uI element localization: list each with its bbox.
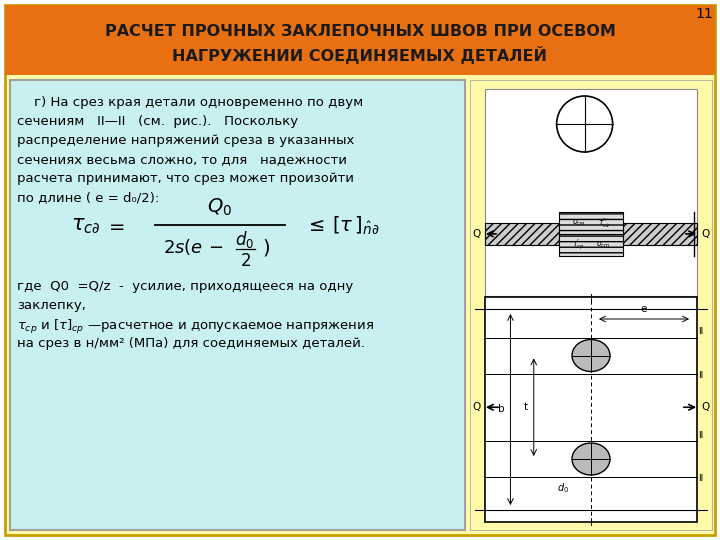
Text: II: II xyxy=(698,327,703,336)
Text: Q: Q xyxy=(473,402,481,412)
Text: Q: Q xyxy=(701,402,709,412)
Text: $=$: $=$ xyxy=(105,215,125,234)
Text: $\tau^{\prime\prime}_{c\partial}$: $\tau^{\prime\prime}_{c\partial}$ xyxy=(598,216,610,229)
Text: $2s(e\,-$: $2s(e\,-$ xyxy=(163,237,223,257)
Text: $\tau^{\prime}_{cp}$: $\tau^{\prime}_{cp}$ xyxy=(572,238,585,252)
Text: расчета принимают, что срез может произойти: расчета принимают, что срез может произо… xyxy=(17,172,354,185)
Text: II: II xyxy=(698,370,703,380)
Text: РАСЧЕТ ПРОЧНЫХ ЗАКЛЕПОЧНЫХ ШВОВ ПРИ ОСЕВОМ: РАСЧЕТ ПРОЧНЫХ ЗАКЛЕПОЧНЫХ ШВОВ ПРИ ОСЕВ… xyxy=(104,24,616,39)
Text: $Q_0$: $Q_0$ xyxy=(207,197,233,218)
Text: Q: Q xyxy=(701,229,709,239)
Text: на срез в н/мм² (МПа) для соединяемых деталей.: на срез в н/мм² (МПа) для соединяемых де… xyxy=(17,337,365,350)
Bar xyxy=(485,89,697,296)
Text: $\sigma_{cm}$: $\sigma_{cm}$ xyxy=(596,240,611,250)
Ellipse shape xyxy=(572,443,610,475)
Text: $\tau_{cp}$ и $[\tau]_{cp}$ —расчетное и допускаемое напряжения: $\tau_{cp}$ и $[\tau]_{cp}$ —расчетное и… xyxy=(17,318,374,336)
Text: заклепку,: заклепку, xyxy=(17,299,86,312)
Ellipse shape xyxy=(572,340,610,372)
Bar xyxy=(623,223,697,245)
Text: II: II xyxy=(698,431,703,440)
Bar xyxy=(5,5,715,75)
Bar xyxy=(559,212,623,234)
Text: $\leq\,[\tau\,]_{\hat{n}\partial}$: $\leq\,[\tau\,]_{\hat{n}\partial}$ xyxy=(305,214,379,236)
Bar xyxy=(485,223,559,245)
Text: $d_0$: $d_0$ xyxy=(235,228,255,249)
Text: II: II xyxy=(698,474,703,483)
Text: г) На срез края детали одновременно по двум: г) На срез края детали одновременно по д… xyxy=(17,96,364,109)
Text: t: t xyxy=(523,402,528,412)
Text: НАГРУЖЕНИИ СОЕДИНЯЕМЫХ ДЕТАЛЕЙ: НАГРУЖЕНИИ СОЕДИНЯЕМЫХ ДЕТАЛЕЙ xyxy=(173,46,547,64)
Text: распределение напряжений среза в указанных: распределение напряжений среза в указанн… xyxy=(17,134,354,147)
Text: $)$: $)$ xyxy=(262,237,270,258)
Text: где  Q0  =Q/z  -  усилие, приходящееся на одну: где Q0 =Q/z - усилие, приходящееся на од… xyxy=(17,280,354,293)
Bar xyxy=(470,80,712,530)
Text: I: I xyxy=(590,294,593,304)
Text: e: e xyxy=(641,304,647,314)
Text: I: I xyxy=(590,518,593,528)
Text: $\sigma_{c\text{м}}$: $\sigma_{c\text{м}}$ xyxy=(572,218,585,228)
Text: 11: 11 xyxy=(696,7,713,21)
Text: b: b xyxy=(498,404,505,415)
Bar xyxy=(559,234,623,256)
Text: $\tau_{c\partial}$: $\tau_{c\partial}$ xyxy=(71,215,100,235)
Bar xyxy=(10,80,465,530)
Text: $d_0$: $d_0$ xyxy=(557,481,569,495)
Circle shape xyxy=(557,96,613,152)
Text: Q: Q xyxy=(473,229,481,239)
Text: по длине ( е = d₀/2):: по длине ( е = d₀/2): xyxy=(17,191,159,204)
Bar xyxy=(485,297,697,522)
Text: сечениях весьма сложно, то для   надежности: сечениях весьма сложно, то для надежност… xyxy=(17,153,347,166)
Text: $2$: $2$ xyxy=(240,252,251,270)
Text: сечениям   II—II   (см.  рис.).   Поскольку: сечениям II—II (см. рис.). Поскольку xyxy=(17,115,298,128)
